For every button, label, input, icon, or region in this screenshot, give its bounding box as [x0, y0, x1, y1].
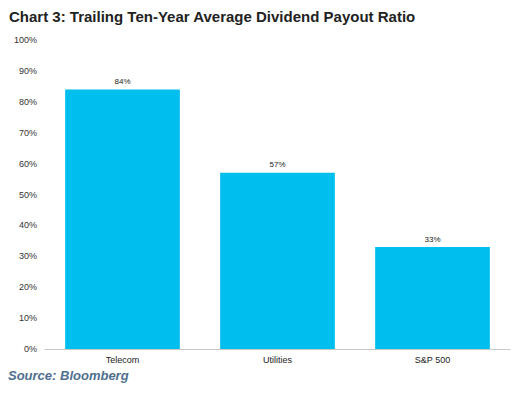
svg-text:50%: 50% [19, 190, 37, 200]
svg-text:S&P 500: S&P 500 [415, 355, 450, 365]
svg-text:20%: 20% [19, 282, 37, 292]
svg-text:33%: 33% [424, 235, 440, 244]
svg-text:80%: 80% [19, 97, 37, 107]
svg-text:10%: 10% [19, 313, 37, 323]
svg-text:57%: 57% [269, 160, 285, 169]
svg-text:100%: 100% [14, 35, 37, 45]
svg-text:0%: 0% [24, 344, 37, 354]
svg-text:Source: Bloomberg: Source: Bloomberg [8, 368, 129, 383]
svg-text:30%: 30% [19, 251, 37, 261]
svg-text:60%: 60% [19, 159, 37, 169]
svg-text:70%: 70% [19, 128, 37, 138]
svg-text:Utilities: Utilities [263, 355, 293, 365]
svg-text:40%: 40% [19, 220, 37, 230]
svg-text:Chart 3: Trailing Ten-Year Ave: Chart 3: Trailing Ten-Year Average Divid… [9, 8, 415, 25]
svg-text:90%: 90% [19, 66, 37, 76]
svg-text:84%: 84% [114, 77, 130, 86]
svg-text:Telecom: Telecom [106, 355, 140, 365]
